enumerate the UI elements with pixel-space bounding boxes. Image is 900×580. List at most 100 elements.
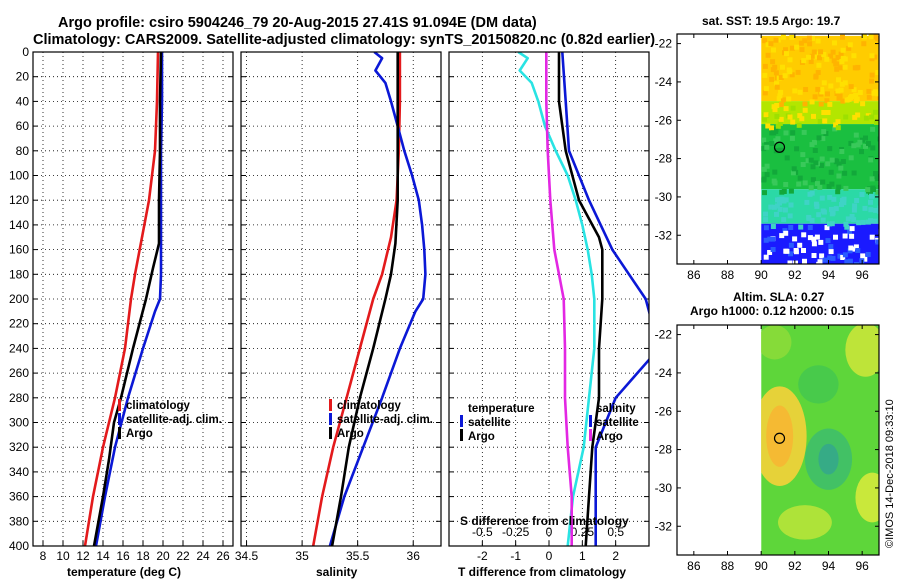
sst-pixel: [777, 120, 783, 126]
sst-pixel: [797, 242, 803, 248]
legend-swatch-satellite: [118, 413, 121, 425]
sst-pixel: [863, 135, 868, 141]
sst-pixel: [853, 132, 859, 138]
y-tick-label: -28: [655, 443, 673, 457]
sst-pixel: [765, 123, 771, 129]
series-line-s-satellite: [517, 52, 596, 546]
sst-pixel: [840, 98, 846, 104]
sst-pixel: [877, 205, 880, 211]
sst-pixel: [851, 170, 857, 176]
sst-pixel: [842, 233, 848, 239]
sst-pixel: [792, 236, 798, 242]
sst-pixel: [828, 83, 834, 89]
sst-pixel: [790, 119, 796, 125]
sst-pixel: [838, 51, 844, 57]
series-line-s-argo: [544, 52, 574, 546]
sst-pixel: [848, 84, 854, 90]
sst-pixel: [761, 146, 767, 152]
sst-pixel: [829, 157, 835, 163]
sst-pixel: [782, 228, 788, 234]
depth-tick-label: 240: [9, 341, 29, 355]
legend-label-climatology: climatology: [337, 400, 402, 412]
sst-pixel: [776, 96, 782, 102]
sst-pixel: [844, 259, 850, 264]
sst-pixel: [849, 214, 855, 219]
sst-pixel: [813, 160, 819, 166]
x-tick-label: 22: [176, 549, 190, 563]
sst-pixel: [763, 254, 769, 260]
sst-pixel: [783, 47, 788, 53]
sst-pixel: [802, 38, 808, 44]
sst-pixel: [762, 190, 767, 196]
sst-pixel: [816, 212, 822, 218]
sst-pixel: [863, 115, 869, 121]
sst-pixel: [762, 90, 768, 96]
sst-pixel: [764, 163, 770, 169]
sst-pixel: [839, 81, 845, 87]
sst-pixel: [809, 99, 815, 105]
sst-pixel: [762, 63, 768, 69]
sst-pixel: [783, 106, 789, 112]
depth-tick-label: 320: [9, 440, 29, 454]
sst-pixel: [833, 206, 839, 212]
sst-pixel: [817, 259, 823, 264]
sst-pixel: [807, 225, 813, 230]
sst-pixel: [769, 125, 774, 131]
sst-pixel: [837, 253, 843, 259]
sst-pixel: [875, 239, 880, 245]
argo-position-marker: [773, 432, 786, 444]
y-tick-label: -32: [655, 228, 673, 242]
sst-pixel: [826, 184, 832, 189]
sst-pixel: [798, 224, 804, 230]
x-tick-label: 26: [216, 549, 230, 563]
sst-pixel: [866, 141, 871, 146]
temperature-legend: climatology satellite-adj. clim. Argo: [118, 399, 222, 440]
legend-title-temperature: temperature: [468, 403, 534, 415]
series-line-t-argo: [557, 52, 604, 546]
sst-pixel: [775, 197, 780, 203]
sst-pixel: [802, 180, 808, 186]
sst-pixel: [778, 102, 784, 107]
sst-pixel: [773, 70, 779, 76]
sst-pixel: [847, 229, 852, 235]
sst-pixel: [779, 233, 785, 239]
sst-pixel: [860, 101, 866, 107]
sst-pixel: [774, 103, 780, 108]
x-tick-label: 2: [612, 549, 619, 563]
sst-pixel: [818, 239, 824, 245]
x-tick-label: 92: [788, 559, 802, 573]
sst-pixel: [804, 199, 810, 205]
sst-pixel: [819, 253, 825, 259]
sst-pixel: [763, 225, 769, 231]
sst-pixel: [820, 217, 826, 223]
series-line-argo: [330, 52, 400, 546]
sst-pixel: [819, 89, 825, 95]
sst-pixel: [780, 97, 786, 103]
sst-map-title: sat. SST: 19.5 Argo: 19.7: [702, 14, 841, 28]
sst-pixel: [778, 89, 784, 95]
sst-pixel: [783, 130, 789, 136]
sst-pixel: [789, 45, 795, 51]
sst-pixel: [838, 165, 844, 171]
sst-pixel: [829, 221, 835, 227]
sst-pixel: [868, 199, 873, 205]
x-tick-label: -1: [510, 549, 521, 563]
x2-tick-label: 0.25: [571, 525, 595, 539]
sst-pixel: [865, 252, 871, 257]
sst-pixel: [851, 207, 857, 213]
sst-pixel: [828, 169, 834, 175]
x-tick-label: 86: [687, 268, 701, 282]
sst-pixel: [824, 98, 830, 104]
sst-pixel: [774, 84, 780, 90]
sst-pixel: [874, 119, 879, 125]
series-line-satellite-adj-clim-: [328, 52, 427, 546]
sst-pixel: [843, 185, 849, 191]
sst-pixel: [836, 173, 842, 179]
argo-position-marker: [773, 141, 786, 153]
sst-pixel: [821, 209, 827, 215]
sst-pixel: [829, 181, 835, 187]
x-tick-label: 90: [754, 559, 768, 573]
sst-pixel: [774, 203, 780, 209]
x2-tick-label: -0.5: [472, 525, 493, 539]
sst-pixel: [807, 191, 813, 197]
